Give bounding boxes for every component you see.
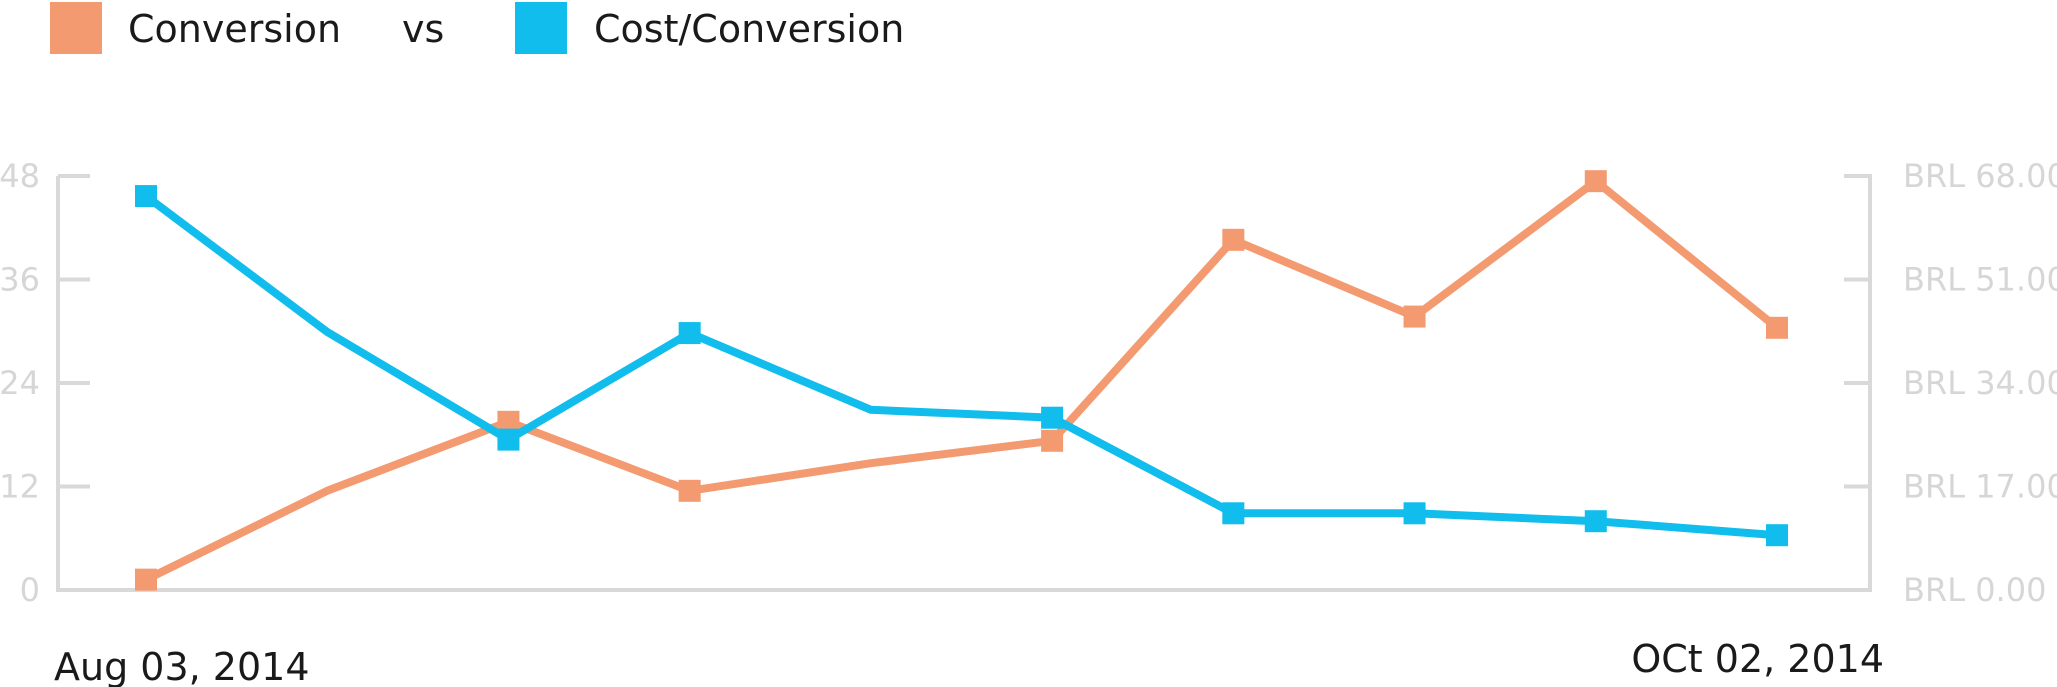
left-tick-label: 24 bbox=[0, 364, 40, 402]
data-point-conversion bbox=[1222, 228, 1245, 251]
data-point-conversion bbox=[135, 568, 157, 591]
series-line-cost-conversion bbox=[142, 192, 1781, 540]
series-layer bbox=[135, 170, 1788, 591]
data-point-conversion bbox=[1766, 316, 1788, 339]
data-point-cost-conversion bbox=[1222, 502, 1245, 525]
data-point-conversion bbox=[678, 479, 701, 502]
left-tick-label: 12 bbox=[0, 468, 40, 506]
right-tick-label: BRL 51.00 bbox=[1903, 261, 2057, 299]
legend-label-conversion: Conversion bbox=[128, 7, 341, 51]
legend-separator: vs bbox=[402, 7, 444, 51]
start-date-label: Aug 03, 2014 bbox=[54, 645, 310, 687]
data-point-cost-conversion bbox=[1403, 502, 1426, 525]
data-point-cost-conversion bbox=[1041, 406, 1064, 429]
left-tick-label: 36 bbox=[0, 261, 40, 299]
data-point-conversion bbox=[497, 410, 520, 433]
series-line-conversion bbox=[142, 177, 1781, 584]
data-point-conversion bbox=[1584, 170, 1607, 193]
legend-label-cost-per-conversion: Cost/Conversion bbox=[594, 7, 904, 51]
right-tick-label: BRL 0.00 bbox=[1903, 571, 2046, 609]
right-tick-label: BRL 17.00 bbox=[1903, 468, 2057, 506]
legend-swatch-conversion bbox=[50, 2, 102, 54]
data-point-cost-conversion bbox=[1584, 510, 1607, 533]
right-tick-label: BRL 34.00 bbox=[1903, 364, 2057, 402]
right-y-axis-ticks: BRL 0.00 BRL 17.00 BRL 34.00 BRL 51.00 BRL 6… bbox=[1844, 157, 2057, 609]
end-date-label: OCt 02, 2014 bbox=[1631, 637, 1884, 681]
right-tick-label: BRL 68.00 bbox=[1903, 157, 2057, 195]
data-point-cost-conversion bbox=[497, 428, 520, 451]
data-point-cost-conversion bbox=[678, 322, 701, 345]
data-point-cost-conversion bbox=[1766, 524, 1788, 547]
legend: Conversion vs Cost/Conversion bbox=[50, 2, 904, 54]
legend-swatch-cost-per-conversion bbox=[515, 2, 567, 54]
data-point-cost-conversion bbox=[135, 185, 157, 208]
left-tick-label: 0 bbox=[20, 571, 40, 609]
left-tick-label: 48 bbox=[0, 157, 40, 195]
data-point-conversion bbox=[1403, 305, 1426, 328]
data-point-conversion bbox=[1041, 429, 1064, 452]
left-y-axis-ticks: 0 12 24 36 48 bbox=[0, 157, 90, 609]
